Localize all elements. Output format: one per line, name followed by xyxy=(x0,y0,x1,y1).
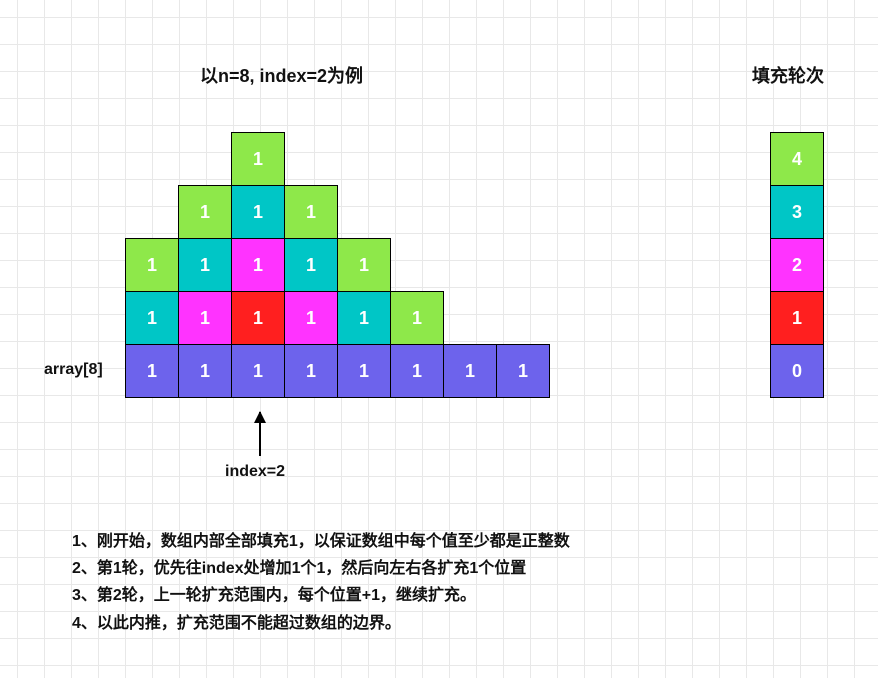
index-arrow-icon xyxy=(259,412,261,456)
pyramid-cell: 1 xyxy=(337,291,391,345)
pyramid-cell: 1 xyxy=(390,291,444,345)
pyramid-cell: 1 xyxy=(231,238,285,292)
legend-cell: 2 xyxy=(770,238,824,292)
pyramid-cell: 1 xyxy=(178,291,232,345)
pyramid-cell: 1 xyxy=(231,185,285,239)
pyramid-cell: 1 xyxy=(178,344,232,398)
pyramid-cell: 1 xyxy=(178,238,232,292)
pyramid-cell: 1 xyxy=(231,291,285,345)
note-line: 2、第1轮，优先往index处增加1个1，然后向左右各扩充1个位置 xyxy=(72,555,570,582)
pyramid-cell: 1 xyxy=(231,132,285,186)
pyramid-cell: 1 xyxy=(125,238,179,292)
legend-cell: 0 xyxy=(770,344,824,398)
pyramid-cell: 1 xyxy=(231,344,285,398)
note-line: 4、以此内推，扩充范围不能超过数组的边界。 xyxy=(72,610,570,637)
title-right: 填充轮次 xyxy=(752,62,824,88)
pyramid-cell: 1 xyxy=(390,344,444,398)
notes-block: 1、刚开始，数组内部全部填充1，以保证数组中每个值至少都是正整数 2、第1轮，优… xyxy=(72,528,570,637)
note-line: 3、第2轮，上一轮扩充范围内，每个位置+1，继续扩充。 xyxy=(72,582,570,609)
legend-cell: 4 xyxy=(770,132,824,186)
note-line: 1、刚开始，数组内部全部填充1，以保证数组中每个值至少都是正整数 xyxy=(72,528,570,555)
pyramid-cell: 1 xyxy=(125,344,179,398)
pyramid-cell: 1 xyxy=(496,344,550,398)
pyramid-cell: 1 xyxy=(125,291,179,345)
pyramid-cell: 1 xyxy=(284,185,338,239)
pyramid-cell: 1 xyxy=(337,238,391,292)
array-label: array[8] xyxy=(44,361,103,379)
pyramid-cell: 1 xyxy=(284,344,338,398)
title-main: 以n=8, index=2为例 xyxy=(200,62,363,88)
pyramid-cell: 1 xyxy=(178,185,232,239)
index-label: index=2 xyxy=(225,463,285,481)
legend-cell: 1 xyxy=(770,291,824,345)
pyramid-cell: 1 xyxy=(284,291,338,345)
legend-cell: 3 xyxy=(770,185,824,239)
pyramid-cell: 1 xyxy=(337,344,391,398)
pyramid-cell: 1 xyxy=(284,238,338,292)
pyramid-cell: 1 xyxy=(443,344,497,398)
